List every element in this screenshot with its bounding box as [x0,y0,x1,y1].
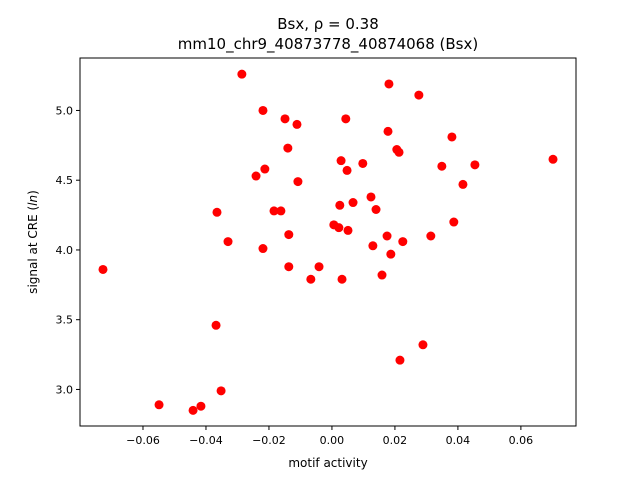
data-point [223,237,233,247]
data-point [188,405,198,415]
x-tick-label: −0.06 [126,434,160,447]
data-point [395,355,405,365]
data-point [269,206,279,216]
data-point [348,198,358,208]
data-point [284,230,294,240]
y-axis-label: signal at CRE (ln) [26,190,40,294]
data-point [258,105,268,115]
data-point [398,237,408,247]
data-point [394,147,404,157]
plot-frame [79,57,577,427]
chart-title-line1: Bsx, ρ = 0.38 [277,15,379,33]
data-point [414,90,424,100]
y-tick-label: 3.0 [56,383,74,396]
data-point [251,171,261,181]
y-axis-ticks: 3.0 3.5 4.0 4.5 5.0 [56,104,80,396]
chart-title-line2: mm10_chr9_40873778_40874068 (Bsx) [178,35,478,54]
data-point [284,262,294,272]
data-point [382,231,392,241]
data-point [426,231,436,241]
x-tick-label: −0.04 [189,434,223,447]
data-point [336,156,346,166]
data-point [458,179,468,189]
data-point [341,114,351,124]
data-point [280,114,290,124]
data-point [337,274,347,284]
x-axis-label: motif activity [288,456,367,470]
data-point [366,192,376,202]
y-tick-label: 4.5 [56,174,74,187]
data-point [98,264,108,274]
data-point [293,177,303,187]
data-point [342,165,352,175]
data-point [276,206,286,216]
data-point [283,143,293,153]
x-tick-label: −0.02 [252,434,286,447]
data-point [196,401,206,411]
data-point [377,270,387,280]
data-point [384,79,394,89]
data-point [154,400,164,410]
x-tick-label: 0.00 [320,434,345,447]
x-tick-label: 0.06 [509,434,534,447]
data-point [314,262,324,272]
data-point [386,249,396,259]
data-point [334,223,344,233]
y-tick-label: 4.0 [56,244,74,257]
data-point [383,126,393,136]
data-point [437,161,447,171]
data-point [211,320,221,330]
data-point [358,158,368,168]
data-point [418,340,428,350]
data-point [216,386,226,396]
data-point [306,274,316,284]
data-point [258,244,268,254]
x-tick-label: 0.02 [383,434,408,447]
data-points [98,69,558,415]
x-tick-label: 0.04 [446,434,471,447]
data-point [292,119,302,129]
data-point [449,217,459,227]
y-tick-label: 5.0 [56,104,74,117]
data-point [368,241,378,251]
data-point [335,200,345,210]
data-point [548,154,558,164]
data-point [212,207,222,217]
y-tick-label: 3.5 [56,314,74,327]
data-point [343,225,353,235]
x-axis-ticks: −0.06 −0.04 −0.02 0.00 0.02 0.04 0.06 [126,426,533,447]
data-point [447,132,457,142]
data-point [371,204,381,214]
data-point [470,160,480,170]
data-point [237,69,247,79]
data-point [260,164,270,174]
